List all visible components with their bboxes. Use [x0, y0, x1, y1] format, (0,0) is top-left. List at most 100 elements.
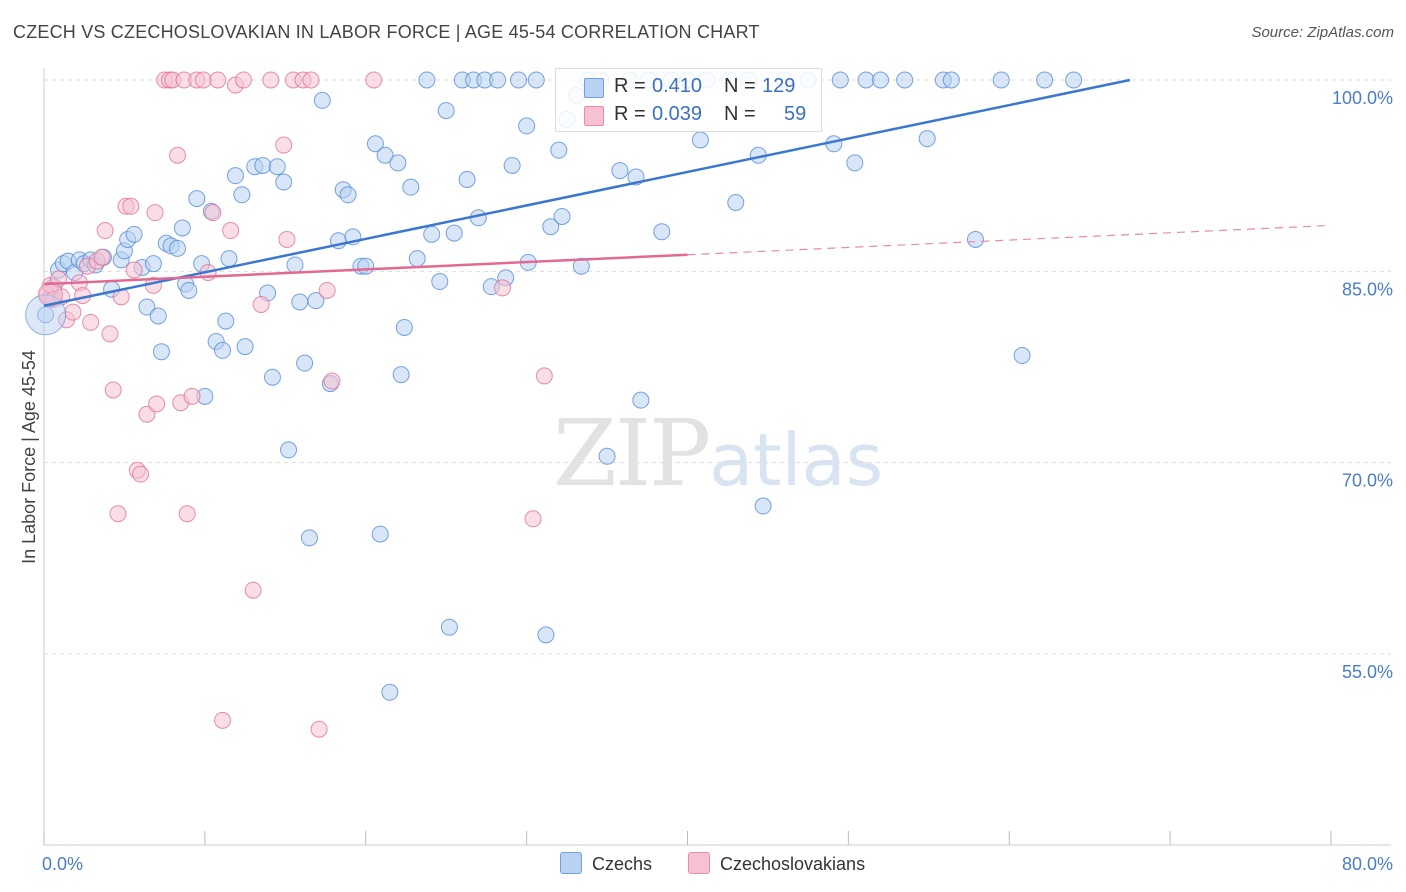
legend-n-value: 59	[784, 103, 807, 125]
czechoslovakian-point	[122, 197, 140, 215]
czech-point	[632, 391, 650, 409]
y-axis-title: In Labor Force | Age 45-54	[19, 350, 39, 564]
czechoslovakian-point	[310, 720, 328, 738]
czechoslovakian-point	[214, 711, 232, 729]
czechoslovakian-point	[278, 230, 296, 248]
czech-point	[831, 71, 849, 89]
czech-point	[872, 71, 890, 89]
legend-swatch-czechs	[584, 78, 604, 98]
czech-point	[503, 156, 521, 174]
czech-point	[942, 71, 960, 89]
legend-r-label: R =	[614, 75, 646, 97]
x-tick-label: 80.0%	[1342, 854, 1393, 874]
czech-point	[307, 292, 325, 310]
czech-point	[402, 178, 420, 196]
czech-point	[857, 71, 875, 89]
czechoslovakian-point	[93, 248, 111, 266]
czechoslovakian-point	[82, 313, 100, 331]
bottom-legend-label-czechoslovakians: Czechoslovakians	[720, 854, 866, 874]
czechoslovakian-point	[252, 295, 270, 313]
czechoslovakian-point	[493, 279, 511, 297]
czech-point	[423, 225, 441, 243]
czech-point	[214, 341, 232, 359]
czech-point	[357, 257, 375, 275]
legend-n-label: N =	[724, 103, 756, 125]
czech-point	[510, 71, 528, 89]
czechoslovakian-point	[194, 71, 212, 89]
czechoslovakian-point	[109, 505, 127, 523]
czech-point	[896, 71, 914, 89]
czechs-trend-line	[43, 78, 1131, 307]
czech-point	[431, 273, 449, 291]
czech-point	[173, 219, 191, 237]
czech-point	[381, 683, 399, 701]
czech-point	[366, 135, 384, 153]
czechoslovakian-point	[64, 303, 82, 321]
czechoslovakian-point	[244, 581, 262, 599]
legend-r-value: 0.410	[652, 75, 703, 97]
czechoslovakian-point	[183, 387, 201, 405]
y-tick-label: 85.0%	[1342, 279, 1393, 299]
czech-point	[268, 158, 286, 176]
czech-point	[188, 190, 206, 208]
czech-point	[458, 170, 476, 188]
czech-point	[727, 193, 745, 211]
y-tick-label: 55.0%	[1342, 662, 1393, 682]
czech-point	[846, 154, 864, 172]
czech-point	[392, 366, 410, 384]
czechoslovakian-point	[234, 71, 252, 89]
czech-point	[440, 618, 458, 636]
bottom-legend-swatch-czechoslovakians	[688, 852, 710, 874]
czech-point	[966, 230, 984, 248]
czech-point	[527, 71, 545, 89]
czechoslovakian-point	[178, 505, 196, 523]
y-tick-label: 70.0%	[1342, 471, 1393, 491]
x-tick-label: 0.0%	[42, 854, 83, 874]
czech-point	[280, 441, 298, 459]
bottom-legend-czechs: Czechs	[560, 852, 652, 875]
czechoslovakian-point	[535, 367, 553, 385]
czech-point	[518, 117, 536, 135]
y-tick-label: 100.0%	[1332, 88, 1393, 108]
bottom-legend-czechoslovakians: Czechoslovakians	[688, 852, 865, 875]
czech-point	[144, 255, 162, 273]
czechoslovakians-trend-extension	[687, 224, 1332, 256]
czech-point	[691, 131, 709, 149]
legend-n-value: 129	[762, 75, 796, 97]
czech-point	[296, 354, 314, 372]
czech-point	[217, 312, 235, 330]
czechoslovakian-point	[169, 146, 187, 164]
watermark-zip: ZIP	[553, 400, 711, 507]
czech-point	[437, 102, 455, 120]
czech-point	[389, 154, 407, 172]
czechoslovakian-point	[524, 510, 542, 528]
czechoslovakian-point	[318, 281, 336, 299]
czechoslovakian-point	[209, 71, 227, 89]
czech-point	[275, 173, 293, 191]
czechoslovakian-point	[222, 222, 240, 240]
czech-point	[611, 162, 629, 180]
czech-point	[542, 218, 560, 236]
czechoslovakians-trend-line	[43, 253, 688, 286]
czech-point	[537, 626, 555, 644]
czech-point	[553, 207, 571, 225]
czechoslovakian-point	[101, 325, 119, 343]
czech-point	[395, 318, 413, 336]
czech-point	[1065, 71, 1083, 89]
czech-point	[550, 141, 568, 159]
bottom-legend-swatch-czechs	[560, 852, 582, 874]
czech-point	[313, 91, 331, 109]
czech-point	[152, 343, 170, 361]
czech-point	[169, 239, 187, 257]
czechoslovakian-point	[204, 204, 222, 222]
czech-point	[220, 250, 238, 268]
czech-point	[300, 529, 318, 547]
czech-point	[598, 447, 616, 465]
czech-point	[263, 368, 281, 386]
czech-point	[138, 298, 156, 316]
czech-point	[1013, 347, 1031, 365]
legend-swatch-czechoslovakians	[584, 106, 604, 126]
czech-point	[226, 167, 244, 185]
czech-point	[233, 186, 251, 204]
